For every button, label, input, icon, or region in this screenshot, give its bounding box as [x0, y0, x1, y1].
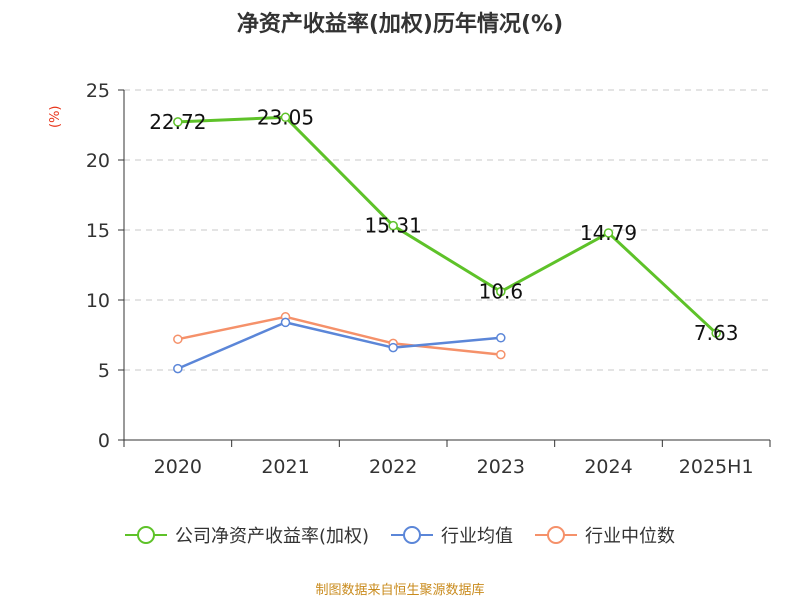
data-label: 15.31 — [365, 214, 422, 238]
data-point — [173, 334, 183, 344]
series-line — [177, 115, 718, 335]
data-point — [280, 112, 291, 123]
y-tick-label: 25 — [86, 80, 110, 102]
legend-line-icon — [124, 525, 167, 545]
data-label: 14.79 — [580, 221, 637, 245]
line-chart: 0 5 10 15 20 25 2020 2021 2022 2023 2024 2025H1 22.7… — [86, 80, 771, 478]
data-point — [496, 286, 506, 297]
data-label: 22.72 — [149, 110, 206, 134]
data-label: 10.6 — [479, 280, 524, 304]
y-tick-label: 10 — [86, 290, 110, 312]
data-point — [280, 317, 291, 328]
data-point — [173, 117, 183, 127]
x-tick-label: 2023 — [477, 456, 525, 478]
series-line — [177, 321, 501, 370]
legend-item-industry-mean[interactable]: 行业均值 — [391, 522, 513, 548]
legend-line-icon — [535, 525, 578, 545]
chart-title: 净资产收益率(加权)历年情况(%) — [236, 12, 564, 37]
data-point — [603, 228, 614, 238]
legend-label: 公司净资产收益率(加权) — [174, 526, 370, 547]
y-tick-label: 0 — [98, 430, 110, 452]
data-point — [388, 220, 398, 231]
legend-item-company[interactable]: 公司净资产收益率(加权) — [124, 522, 370, 548]
y-tick-label: 20 — [86, 150, 110, 172]
legend-line-icon — [391, 525, 434, 545]
legend-label: 行业中位数 — [585, 526, 676, 547]
data-point — [173, 363, 183, 374]
data-label: 23.05 — [257, 105, 314, 129]
x-tick-label: 2022 — [369, 456, 417, 478]
series-line — [177, 315, 501, 356]
data-label: 7.63 — [694, 321, 739, 345]
y-tick-label: 15 — [86, 220, 110, 242]
data-point — [388, 342, 398, 353]
legend-item-industry-median[interactable]: 行业中位数 — [535, 522, 675, 548]
legend-label: 行业均值 — [441, 526, 514, 547]
x-tick-label: 2024 — [584, 456, 632, 478]
data-point — [711, 328, 721, 338]
data-point — [496, 333, 506, 343]
x-tick-label: 2021 — [261, 456, 309, 478]
x-tick-label: 2020 — [154, 456, 202, 478]
data-source-note: 制图数据来自恒生聚源数据库 — [315, 583, 485, 598]
y-tick-label: 5 — [98, 360, 110, 382]
x-tick-label: 2025H1 — [679, 456, 754, 478]
data-point — [496, 349, 506, 360]
legend: 公司净资产收益率(加权) 行业均值 行业中位数 — [0, 522, 800, 548]
